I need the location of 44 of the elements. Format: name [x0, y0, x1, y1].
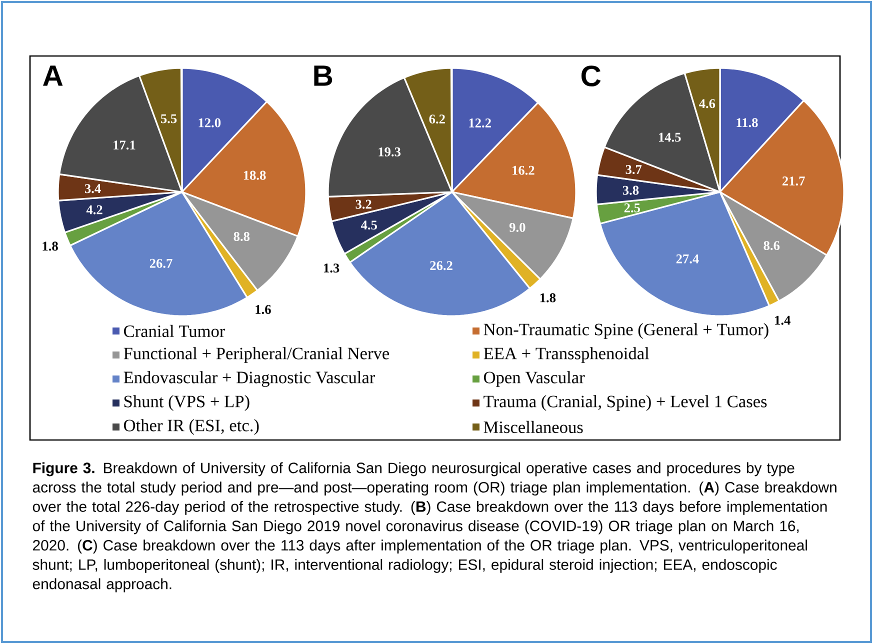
- data-label: 4.5: [360, 220, 377, 230]
- legend-label: Trauma (Cranial, Spine) + Level 1 Cases: [484, 395, 767, 411]
- data-label: 3.2: [356, 200, 372, 209]
- data-label: 27.4: [676, 254, 699, 264]
- data-label: 1.8: [540, 293, 556, 302]
- data-label: 1.8: [42, 242, 58, 251]
- chart-title: C: [581, 66, 601, 86]
- chart-title: B: [314, 66, 332, 86]
- data-label: 12.2: [469, 118, 491, 128]
- data-label: 19.3: [378, 147, 401, 156]
- data-label: 21.7: [782, 176, 805, 186]
- legend-label: EEA + Transsphenoidal: [484, 347, 650, 363]
- data-label: 26.7: [150, 258, 172, 268]
- data-label: 12.0: [198, 118, 221, 128]
- data-label: 11.8: [736, 118, 758, 128]
- data-label: 18.8: [244, 170, 266, 180]
- data-label: 14.5: [658, 132, 681, 142]
- legend-label: Functional + Peripheral/Cranial Nerve: [124, 347, 390, 363]
- data-label: 17.1: [114, 140, 136, 150]
- data-label: 16.2: [512, 166, 534, 175]
- data-label: 3.4: [84, 184, 101, 194]
- chart-title: A: [43, 66, 63, 86]
- legend-label: Endovascular + Diagnostic Vascular: [124, 371, 376, 387]
- legend-label: Open Vascular: [484, 371, 585, 387]
- data-label: 26.2: [430, 261, 452, 270]
- legend-label: Shunt (VPS + LP): [124, 395, 250, 411]
- data-label: 3.7: [626, 165, 642, 174]
- data-label: 9.0: [509, 222, 526, 232]
- data-label: 1.6: [256, 304, 271, 314]
- data-label: 1.4: [775, 316, 790, 325]
- legend-label: Other IR (ESI, etc.): [124, 419, 259, 435]
- data-label: 5.5: [160, 114, 177, 124]
- data-label: 4.6: [699, 99, 716, 108]
- data-label: 2.5: [624, 203, 640, 212]
- data-label: 8.8: [234, 232, 250, 242]
- data-label: 4.2: [86, 205, 102, 214]
- data-label: 1.3: [324, 264, 340, 273]
- text: Figure 3. Breakdown of University of California San Diego neurosurgical operative cases and procedures by type across the total study period and pre—and post—operating room (OR) triage plan implementation. (A) Case breakdown over the total 226-day period of the retrospective study. (B) Case breakdown over the 113 days before implementation of the University of California San Diego 2019 novel coronavirus disease (COVID-19) OR triage plan on March 16, 2020. (C) Case breakdown over the 113 days after implementation of the OR triage plan. VPS, ventriculoperitoneal shunt; LP, lumboperitoneal (shunt); IR, interventional radiology; ESI, epidural steroid injection; EEA, endoscopic endonasal approach.: [32, 462, 836, 592]
- legend-label: Non-Traumatic Spine (General + Tumor): [484, 323, 768, 339]
- data-label: 3.8: [622, 186, 639, 195]
- legend-label: Miscellaneous: [484, 420, 583, 434]
- data-label: 8.6: [764, 241, 780, 250]
- data-label: 6.2: [429, 114, 445, 124]
- legend-label: Cranial Tumor: [124, 324, 226, 338]
